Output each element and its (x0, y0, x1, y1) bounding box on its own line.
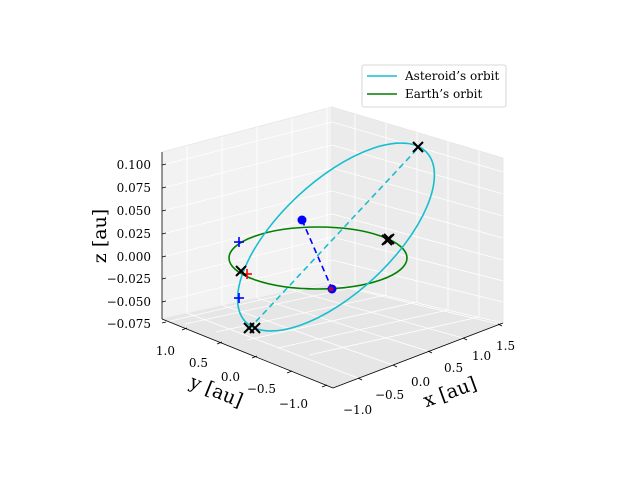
asteroid-orbit-line (236, 142, 436, 332)
z-tick-label: 0.075 (117, 181, 151, 195)
z-axis-label: z [au] (89, 209, 111, 263)
legend-label-asteroid: Asteroid’s orbit (404, 69, 499, 83)
black-x-markers (235, 141, 424, 334)
earth-orbit-line (228, 226, 408, 290)
z-ticks (161, 163, 167, 324)
legend-box (361, 64, 507, 108)
z-tick-label: 0.100 (117, 158, 151, 172)
y-tick-label: 0.5 (189, 356, 208, 370)
x-tick-label: −1.0 (343, 403, 372, 417)
z-tick-label: −0.050 (107, 295, 151, 309)
z-tick-label: −0.025 (107, 272, 151, 286)
y-tick-label: 0.0 (221, 370, 240, 384)
x-tick-label: 0.0 (411, 375, 430, 389)
x-tick-label: −0.5 (375, 388, 404, 402)
y-tick-label: −0.5 (247, 382, 276, 396)
descending-node-red-point (328, 286, 334, 292)
legend: Asteroid’s orbit Earth’s orbit (361, 64, 507, 108)
x-tick-label: 0.5 (444, 361, 463, 375)
z-tick-label: 0.050 (117, 204, 151, 218)
legend-label-earth: Earth’s orbit (405, 87, 482, 101)
y-tick-label: 1.0 (156, 344, 175, 358)
z-tick-labels: 0.100 0.075 0.050 0.025 0.000 −0.025 −0.… (107, 158, 151, 331)
asteroid-apsidal-line (248, 146, 420, 330)
x-tick-labels: −1.0 −0.5 0.0 0.5 1.0 1.5 (343, 339, 515, 417)
z-tick-label: −0.075 (107, 317, 151, 331)
ascending-node-point (297, 215, 307, 225)
z-tick-label: 0.000 (117, 250, 151, 264)
y-tick-labels: 1.0 0.5 0.0 −0.5 −1.0 (156, 344, 308, 411)
x-tick-label: 1.0 (472, 349, 491, 363)
node-line (301, 219, 333, 290)
x-ticks (357, 323, 503, 381)
y-axis-line (161, 318, 334, 389)
y-tick-label: −1.0 (279, 397, 308, 411)
x-tick-label: 1.5 (496, 339, 515, 353)
x-axis-line (332, 322, 504, 389)
z-tick-label: 0.025 (117, 227, 151, 241)
y-ticks (181, 327, 328, 388)
blue-plus-markers (234, 237, 244, 303)
